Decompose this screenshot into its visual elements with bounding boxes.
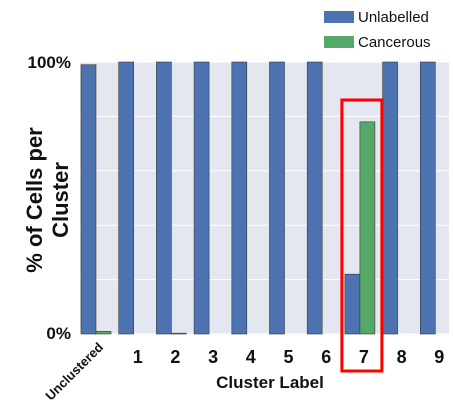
x-tick-label: 4 [246,347,256,367]
x-tick-labels: Unclustered 1 2 3 4 5 6 7 8 9 [42,339,444,403]
bar-unlabelled-9 [419,61,436,335]
highlight-box [340,98,384,373]
bar-unlabelled-4 [231,61,248,335]
y-axis-title-line2: Cluster [48,162,73,238]
x-tick-label: 1 [133,347,143,367]
y-tick-label-min: 0% [46,324,71,343]
x-tick-label: 9 [434,347,444,367]
bar-unlabelled-unclustered [80,64,97,335]
y-tick-label-max: 100% [28,53,71,72]
bar-cancerous-2 [171,332,187,335]
x-tick-label: 3 [208,347,218,367]
bar-unlabelled-1 [118,61,134,335]
x-tick-label: 6 [321,347,331,367]
legend: Unlabelled Cancerous [324,9,431,51]
highlight-layer [340,98,384,373]
bar-unlabelled-7 [344,273,361,335]
x-tick-label: 5 [283,347,293,367]
x-tick-label: Unclustered [42,339,106,403]
bar-unlabelled-2 [156,61,172,335]
y-axis-title-line1: % of Cells per [22,127,47,273]
bar-unlabelled-8 [382,61,398,335]
legend-swatch-unlabelled [324,11,354,23]
legend-swatch-cancerous [324,36,354,48]
bar-unlabelled-6 [306,61,323,335]
x-tick-label: 7 [359,347,369,367]
legend-label-unlabelled: Unlabelled [358,9,429,26]
x-tick-label: 8 [397,347,407,367]
bar-unlabelled-3 [193,61,210,335]
x-tick-label: 2 [170,347,180,367]
bars [80,61,436,335]
y-axis-title: % of Cells per Cluster [22,127,73,273]
x-axis-title: Cluster Label [216,373,324,392]
bar-cancerous-unclustered [95,330,112,335]
bar-unlabelled-5 [269,61,285,335]
legend-label-cancerous: Cancerous [358,34,431,51]
bar-cancerous-7 [359,121,376,335]
